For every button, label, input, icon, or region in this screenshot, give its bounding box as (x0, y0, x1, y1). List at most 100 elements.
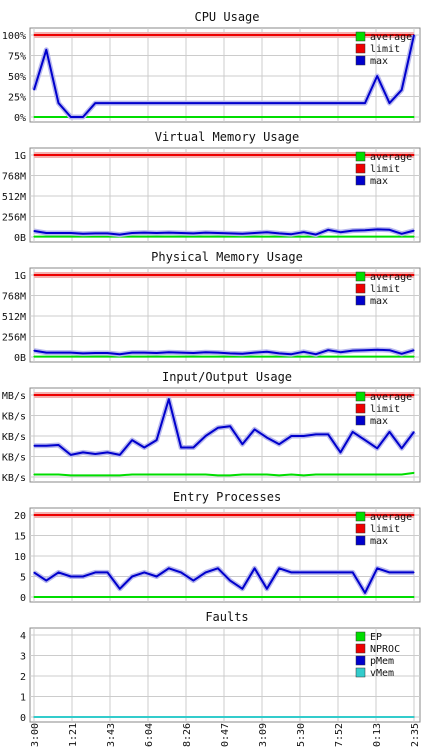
data-point-limit (143, 514, 145, 516)
chart-title: Virtual Memory Usage (155, 130, 300, 144)
data-point-limit (168, 274, 170, 276)
data-point-max (57, 444, 60, 446)
data-point-max (401, 233, 403, 235)
data-point-max (217, 567, 219, 569)
data-point-max (401, 571, 403, 574)
data-point-vMem (315, 716, 317, 718)
data-point-limit (180, 394, 182, 396)
data-point-limit (290, 394, 292, 396)
data-point-average (205, 116, 207, 118)
data-point-limit (192, 34, 194, 36)
data-point-max (303, 231, 305, 233)
data-point-max (192, 352, 194, 354)
y-tick-label: 75% (8, 52, 26, 63)
legend-swatch-limit (355, 523, 366, 534)
data-point-limit (192, 274, 194, 276)
data-point-max (217, 352, 219, 354)
data-point-average (339, 356, 342, 358)
data-point-max (327, 229, 329, 231)
data-point-average (70, 596, 72, 598)
data-point-average (229, 236, 231, 238)
data-point-max (70, 454, 72, 456)
data-point-max (143, 571, 145, 574)
x-tick-label: 0:13 (372, 723, 383, 747)
data-point-max (94, 453, 96, 455)
data-point-average (131, 596, 133, 598)
data-point-max (168, 351, 170, 353)
data-point-max (376, 447, 378, 449)
y-tick-label: 256M (2, 333, 26, 344)
data-point-max (376, 567, 378, 569)
data-point-max (315, 353, 317, 355)
y-tick-label: 0B (14, 353, 26, 364)
data-point-max (241, 233, 243, 235)
data-point-average (290, 116, 292, 118)
data-point-limit (205, 514, 207, 516)
data-point-vMem (376, 716, 378, 718)
data-point-max (180, 352, 182, 354)
data-point-max (290, 233, 292, 235)
data-point-max (143, 446, 145, 449)
data-point-limit (205, 274, 207, 276)
data-point-max (303, 435, 305, 437)
data-point-limit (217, 34, 219, 36)
x-tick-label: 5:30 (296, 723, 307, 747)
data-point-average (106, 474, 109, 476)
data-point-limit (254, 514, 256, 516)
data-point-max (94, 232, 96, 234)
data-point-limit (229, 274, 231, 276)
data-point-average (106, 356, 109, 358)
data-point-average (192, 596, 194, 598)
data-point-average (376, 116, 378, 118)
data-point-average (401, 116, 403, 118)
data-point-max (315, 102, 317, 104)
data-point-max (57, 102, 60, 104)
chart-panel-2: Physical Memory Usage 1G 768M 512M 256M 0B ave… (2, 250, 421, 364)
series-line-average (34, 471, 415, 477)
data-point-average (45, 356, 47, 358)
data-point-limit (143, 274, 145, 276)
data-point-average (168, 596, 170, 598)
data-point-max (413, 571, 415, 574)
data-point-vMem (241, 716, 243, 718)
data-point-limit (168, 394, 170, 396)
data-point-max (33, 230, 35, 232)
data-point-max (131, 439, 133, 441)
legend-label-average: average (370, 392, 412, 403)
data-point-max (352, 431, 354, 433)
data-point-max (143, 232, 145, 234)
data-point-average (106, 116, 109, 118)
data-point-max (156, 232, 158, 234)
data-point-limit (303, 514, 305, 516)
data-point-limit (290, 34, 292, 36)
data-point-limit (57, 514, 60, 516)
data-point-limit (278, 274, 280, 276)
data-point-max (327, 433, 329, 435)
data-point-limit (119, 394, 121, 396)
data-point-average (376, 236, 378, 238)
data-point-limit (352, 154, 354, 156)
data-point-limit (388, 34, 391, 36)
data-point-max (229, 102, 231, 104)
chart-title: CPU Usage (194, 10, 259, 24)
data-point-max (156, 102, 158, 104)
data-point-average (143, 473, 145, 476)
data-point-limit (119, 154, 121, 156)
data-point-average (131, 116, 133, 118)
data-point-limit (339, 394, 342, 396)
data-point-average (327, 473, 329, 476)
legend-label-limit: limit (370, 164, 400, 175)
data-point-limit (119, 514, 121, 516)
data-point-max (278, 232, 280, 234)
legend-label-average: average (370, 152, 412, 163)
data-point-limit (401, 274, 403, 276)
data-point-limit (352, 34, 354, 36)
data-point-average (217, 596, 219, 598)
data-point-vMem (303, 716, 305, 718)
data-point-average (229, 116, 231, 118)
data-point-max (241, 443, 243, 445)
y-tick-label: 512M (2, 312, 26, 323)
data-point-average (364, 473, 366, 476)
data-point-limit (192, 154, 194, 156)
data-point-limit (57, 34, 60, 36)
